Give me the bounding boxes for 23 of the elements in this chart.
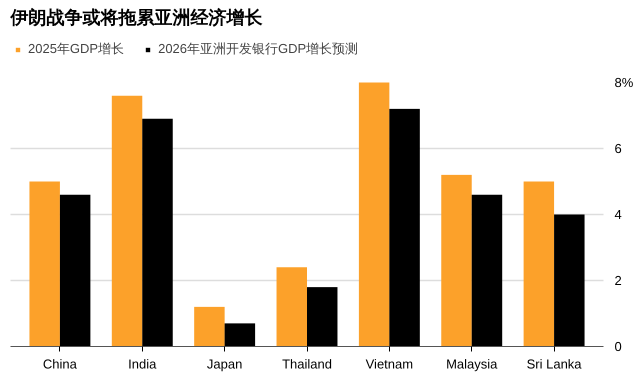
x-tick-label: India xyxy=(128,356,158,372)
y-tick-label: 4 xyxy=(614,207,622,222)
x-tick-label: Malaysia xyxy=(446,356,498,372)
y-tick-label: 8% xyxy=(614,75,634,90)
chart-title: 伊朗战争或将拖累亚洲经济增长 xyxy=(10,8,264,28)
y-tick-label: 6 xyxy=(614,141,622,156)
bar xyxy=(524,182,554,346)
bar xyxy=(194,306,225,346)
legend-label: 2025年GDP增长 xyxy=(28,40,124,58)
x-tick-label: China xyxy=(42,356,78,372)
x-tick-label: Sri Lanka xyxy=(526,356,582,372)
bar xyxy=(29,182,60,346)
x-tick-label: Vietnam xyxy=(366,356,414,372)
bar xyxy=(441,174,472,346)
bar xyxy=(60,194,90,346)
bar xyxy=(112,96,142,346)
y-tick-label: 2 xyxy=(614,273,622,288)
y-tick-label: 0 xyxy=(614,339,622,354)
x-tick-label: Japan xyxy=(206,356,242,372)
x-tick-label: Thailand xyxy=(282,356,332,372)
bar xyxy=(276,267,307,346)
bar xyxy=(358,82,390,346)
legend-label: 2026年亚洲开发银行GDP增长预测 xyxy=(158,40,358,58)
